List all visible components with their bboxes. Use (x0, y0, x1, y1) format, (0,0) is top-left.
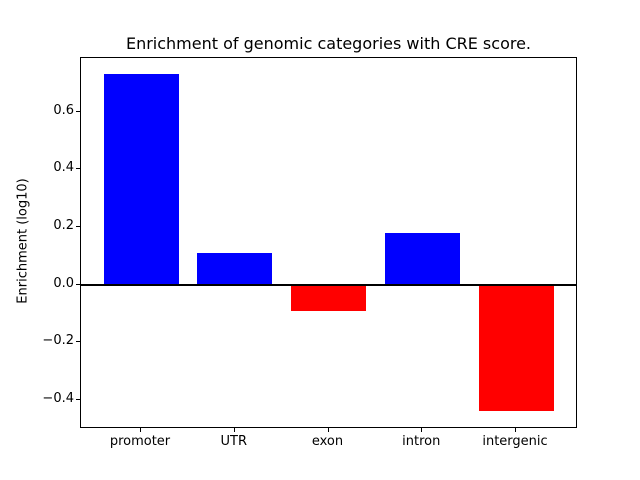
x-tick-label: UTR (220, 434, 248, 449)
bar-intron (384, 232, 460, 285)
x-tick-label: intron (402, 434, 441, 449)
plot-area (80, 57, 577, 428)
y-tick-mark (76, 168, 80, 170)
y-tick-label: 0.0 (53, 275, 74, 291)
x-tick-mark (327, 428, 329, 432)
y-axis-label: Enrichment (log10) (15, 178, 31, 304)
bar-intergenic (478, 284, 554, 412)
y-tick-label: 0.4 (53, 160, 74, 176)
x-tick-label: promoter (109, 434, 171, 449)
y-tick-mark (76, 226, 80, 228)
bar-UTR (197, 253, 273, 285)
x-tick-mark (515, 428, 516, 432)
y-tick-mark (76, 110, 80, 112)
bar-promoter (103, 74, 179, 285)
y-tick-label: −0.4 (42, 390, 74, 406)
bar-exon (291, 284, 366, 311)
y-tick-mark (76, 283, 80, 285)
y-tick-label: 0.6 (53, 102, 74, 118)
y-tick-mark (76, 341, 80, 343)
chart-title: Enrichment of genomic categories with CR… (125, 34, 532, 53)
x-tick-label: intergenic (482, 434, 548, 449)
zero-baseline (81, 283, 576, 286)
x-tick-mark (233, 428, 235, 432)
x-tick-mark (140, 428, 141, 432)
y-tick-mark (76, 398, 80, 400)
x-tick-label: exon (311, 434, 344, 449)
y-tick-label: 0.2 (53, 218, 74, 234)
y-tick-label: −0.2 (42, 333, 74, 349)
x-tick-mark (421, 428, 423, 432)
